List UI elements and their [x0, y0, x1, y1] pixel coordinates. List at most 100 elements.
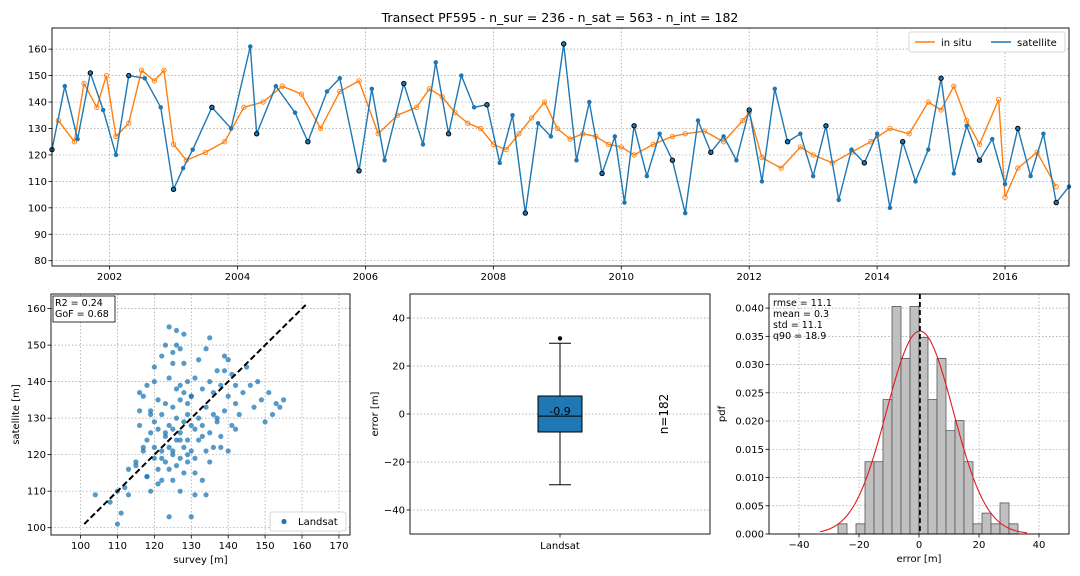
ts-intersect-point	[1015, 125, 1021, 132]
ts-point	[459, 73, 464, 78]
bx-ytick-label: −40	[384, 506, 405, 517]
ts-point	[71, 139, 78, 145]
sc-point	[155, 397, 161, 403]
sc-point	[207, 379, 213, 385]
sc-point	[159, 477, 165, 483]
ts-intersect-point	[631, 123, 637, 129]
sc-point	[162, 433, 169, 440]
sc-point	[258, 397, 265, 403]
hs-ytick-label: 0.010	[735, 473, 764, 484]
hs-bar	[954, 420, 965, 535]
sc-xtick-label: 120	[145, 541, 164, 552]
sc-ytick-label: 160	[27, 304, 46, 315]
ts-ytick-label: 130	[28, 124, 47, 135]
sc-point	[162, 342, 169, 348]
ts-intersect-point	[209, 104, 215, 111]
ts-point	[1002, 194, 1008, 200]
ts-point	[618, 144, 624, 150]
sc-point	[162, 400, 169, 407]
ts-point	[734, 157, 739, 163]
sc-point	[148, 430, 154, 436]
sc-point	[266, 389, 272, 396]
ts-xtick-label: 2006	[353, 272, 378, 283]
figure-title: Transect PF595 - n_sur = 236 - n_sat = 5…	[381, 10, 739, 25]
sc-point	[199, 477, 205, 483]
sc-point	[170, 349, 176, 356]
ts-point	[1028, 173, 1033, 179]
ts-point	[925, 99, 931, 105]
bx-outlier	[557, 336, 563, 341]
sc-point	[221, 353, 228, 359]
ts-point	[798, 131, 803, 137]
sc-point	[229, 422, 235, 429]
hs-ytick-label: 0.025	[735, 388, 764, 399]
sc-xtick-label: 160	[292, 541, 311, 552]
ts-line-in-situ	[57, 68, 1057, 198]
sc-point	[196, 357, 202, 363]
sc-xtick-label: 150	[256, 541, 275, 552]
hs-stats-text: mean = 0.3	[773, 309, 829, 320]
ts-intersect-point	[669, 157, 676, 163]
sc-point	[207, 459, 213, 465]
sc-point	[181, 470, 187, 476]
bx-xtick-label: Landsat	[540, 541, 580, 552]
hs-xtick-label: 40	[1033, 540, 1046, 551]
ts-point	[62, 83, 68, 89]
sc-point	[177, 430, 183, 436]
ts-point	[951, 171, 957, 176]
ts-intersect-point	[305, 139, 311, 145]
sc-point	[173, 342, 180, 348]
sc-point	[277, 404, 283, 410]
sc-point	[203, 492, 209, 498]
ts-point	[516, 131, 522, 137]
sc-ytick-label: 120	[27, 450, 46, 461]
ts-point	[103, 72, 110, 79]
sc-point	[247, 382, 253, 388]
bx-ylabel: error [m]	[370, 391, 381, 436]
ts-xtick-label: 2010	[609, 272, 634, 283]
hs-bar	[981, 512, 992, 535]
sc-one-to-one-line	[83, 304, 307, 525]
sc-point	[140, 444, 146, 450]
ts-ytick-label: 140	[28, 98, 47, 109]
sc-point	[181, 360, 187, 366]
ts-ytick-label: 90	[34, 230, 47, 241]
hs-ytick-label: 0.000	[735, 530, 764, 541]
ts-point	[989, 136, 995, 142]
sc-annotation-text: GoF = 0.68	[55, 309, 109, 320]
ts-point	[471, 105, 477, 110]
hs-bar	[837, 523, 848, 535]
ts-intersect-point	[401, 80, 407, 87]
sc-point	[166, 514, 172, 520]
ts-point	[1041, 131, 1046, 137]
sc-point	[125, 492, 132, 498]
sc-point	[136, 408, 143, 414]
ts-point	[587, 99, 592, 105]
ts-point	[273, 83, 279, 89]
ts-intersect-point	[708, 149, 714, 155]
ts-point	[1002, 181, 1008, 187]
ts-intersect-point	[599, 170, 605, 177]
ts-point	[849, 147, 854, 152]
hs-xtick-label: −20	[848, 540, 869, 551]
sc-point	[273, 400, 279, 407]
ts-point	[778, 165, 784, 171]
ts-point	[548, 134, 554, 139]
sc-point	[148, 408, 154, 414]
histogram-panel: −40 −20 0 20 40 0.000 0.005 0.010 0.015 0.020 0.02…	[717, 293, 1070, 565]
hs-xtick-label: 0	[916, 540, 922, 551]
sc-point	[196, 415, 202, 421]
ts-point	[170, 141, 177, 148]
sc-point	[225, 448, 231, 454]
sc-xtick-label: 110	[108, 541, 127, 552]
ts-xtick-label: 2012	[736, 272, 761, 283]
sc-xtick-label: 100	[71, 541, 90, 552]
ts-point	[951, 83, 957, 89]
sc-point	[184, 452, 191, 458]
sc-point	[177, 488, 183, 494]
hs-ytick-label: 0.030	[735, 360, 764, 371]
sc-point	[151, 364, 157, 370]
sc-point	[136, 422, 143, 429]
hs-xlabel: error [m]	[897, 554, 942, 565]
sc-point	[155, 426, 161, 432]
